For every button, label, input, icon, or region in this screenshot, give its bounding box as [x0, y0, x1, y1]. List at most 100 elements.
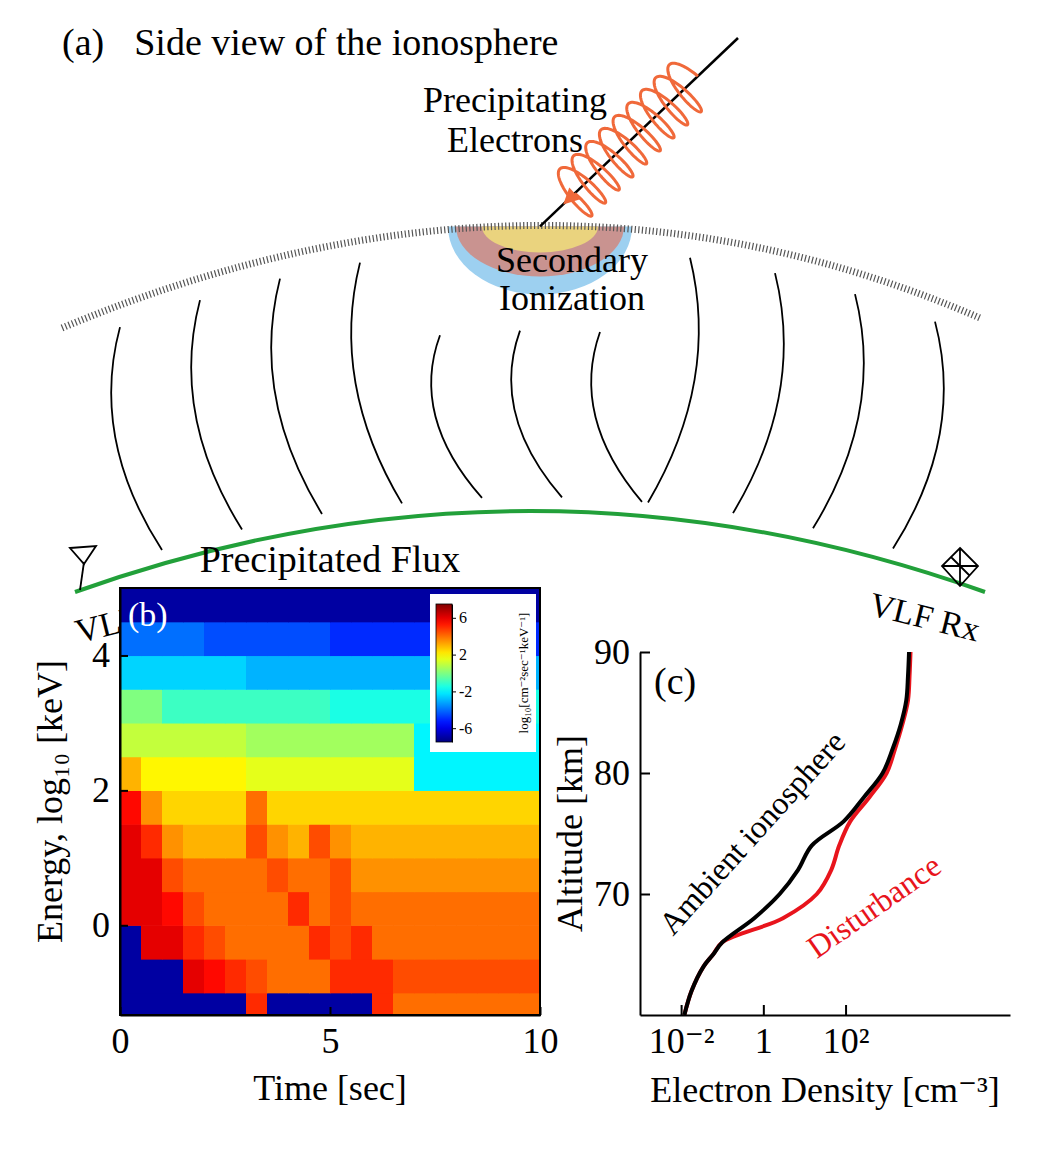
- tick-label: 10²: [823, 1021, 870, 1061]
- heatmap-cell: [204, 689, 226, 723]
- heatmap-cell: [162, 892, 184, 926]
- heatmap-cell: [141, 723, 163, 757]
- tick-label: 10⁻²: [649, 1021, 715, 1061]
- heatmap-cell: [351, 723, 373, 757]
- heatmap-cell: [435, 892, 457, 926]
- heatmap-cell: [120, 790, 142, 824]
- heatmap-cell: [141, 925, 163, 959]
- wavefront: [893, 322, 944, 549]
- y-axis: 024: [92, 589, 128, 1016]
- tick-label: 1: [755, 1021, 773, 1061]
- heatmap-cell: [372, 622, 394, 656]
- heatmap-cell: [141, 757, 163, 791]
- heatmap-cell: [246, 757, 268, 791]
- heatmap-cell: [372, 790, 394, 824]
- wavefront: [511, 331, 562, 498]
- panel-label: (a): [62, 21, 104, 64]
- heatmap-cell: [225, 723, 247, 757]
- heatmap-cell: [351, 655, 373, 689]
- heatmap-cell: [372, 892, 394, 926]
- panel-b: 0510024Precipitated FluxTime [sec]Energy…: [30, 538, 559, 1108]
- heatmap-cell: [393, 757, 415, 791]
- wavefront: [591, 332, 642, 502]
- heatmap-cell: [309, 757, 331, 791]
- tick-mark: [452, 691, 456, 692]
- heatmap-cell: [162, 723, 184, 757]
- axis-line: [452, 605, 453, 743]
- heatmap-cell: [435, 959, 457, 993]
- tick-label: 70: [594, 874, 630, 914]
- heatmap-cell: [414, 993, 436, 1015]
- profile-line: [684, 652, 910, 1015]
- heatmap-cell: [183, 622, 205, 656]
- heatmap-cell: [204, 723, 226, 757]
- heatmap-cell: [162, 993, 184, 1015]
- panel-label: (c): [654, 660, 696, 703]
- heatmap-cell: [225, 588, 247, 622]
- heatmap-cell: [162, 757, 184, 791]
- profile-line: [684, 652, 909, 1015]
- heatmap-cell: [183, 588, 205, 622]
- y-axis-title: Altitude [km]: [550, 735, 590, 932]
- heatmap-cell: [225, 757, 247, 791]
- heatmap-cell: [309, 959, 331, 993]
- heatmap-cell: [330, 993, 352, 1015]
- heatmap-cell: [456, 790, 478, 824]
- heatmap-cell: [330, 655, 352, 689]
- profile-lines: [684, 652, 910, 1015]
- tick: 5: [322, 1007, 340, 1061]
- heatmap-cell: [519, 993, 540, 1015]
- heatmap-cell: [225, 959, 247, 993]
- heatmap-cell: [225, 892, 247, 926]
- heatmap-cell: [309, 723, 331, 757]
- axis-line: [641, 1015, 1011, 1017]
- heatmap-cell: [477, 757, 499, 791]
- heatmap-cell: [183, 689, 205, 723]
- heatmap-cell: [183, 723, 205, 757]
- heatmap-cell: [351, 925, 373, 959]
- heatmap-cell: [477, 858, 499, 892]
- plot-frame: [120, 588, 540, 1015]
- heatmap-cell: [498, 993, 520, 1015]
- tick-mark: [330, 1007, 332, 1015]
- heatmap-cell: [246, 588, 268, 622]
- heatmap-cell: [288, 959, 310, 993]
- heatmap-cell: [435, 824, 457, 858]
- heatmap-cell: [183, 790, 205, 824]
- heatmap-cell: [183, 959, 205, 993]
- transmitter-antenna: [70, 546, 96, 590]
- tick-label: 0: [112, 1021, 130, 1061]
- wavefront: [733, 273, 784, 513]
- tick: 10⁻²: [649, 1005, 715, 1061]
- y-axis-title: Energy, log₁₀ [keV]: [30, 660, 70, 943]
- heatmap-cell: [351, 622, 373, 656]
- heatmap-cell: [288, 790, 310, 824]
- x-axis: 0510: [112, 1007, 559, 1061]
- heatmap-cell: [267, 790, 289, 824]
- heatmap-cell: [162, 925, 184, 959]
- heatmap-cell: [393, 925, 415, 959]
- tick-mark: [452, 728, 456, 729]
- tick-label: 4: [92, 635, 110, 675]
- heatmap-cell: [330, 824, 352, 858]
- colorbar-background: [430, 594, 536, 752]
- heatmap-cell: [141, 655, 163, 689]
- heatmap-cell: [393, 993, 415, 1015]
- heatmap-cell: [498, 959, 520, 993]
- heatmap-cell: [225, 858, 247, 892]
- heatmap-cell: [498, 925, 520, 959]
- heatmap-cell: [393, 689, 415, 723]
- heatmap-cell: [267, 757, 289, 791]
- tick-mark: [452, 655, 456, 656]
- heatmap-cell: [246, 723, 268, 757]
- heatmap-cell: [351, 993, 373, 1015]
- heatmap-cell: [309, 925, 331, 959]
- heatmap-cell: [162, 858, 184, 892]
- heatmap-cell: [162, 655, 184, 689]
- heatmap-cell: [330, 925, 352, 959]
- tick: 2: [92, 770, 128, 810]
- heatmap-cell: [393, 892, 415, 926]
- tick: 6: [452, 609, 467, 626]
- heatmap-cell: [519, 790, 540, 824]
- heatmap-cell: [246, 925, 268, 959]
